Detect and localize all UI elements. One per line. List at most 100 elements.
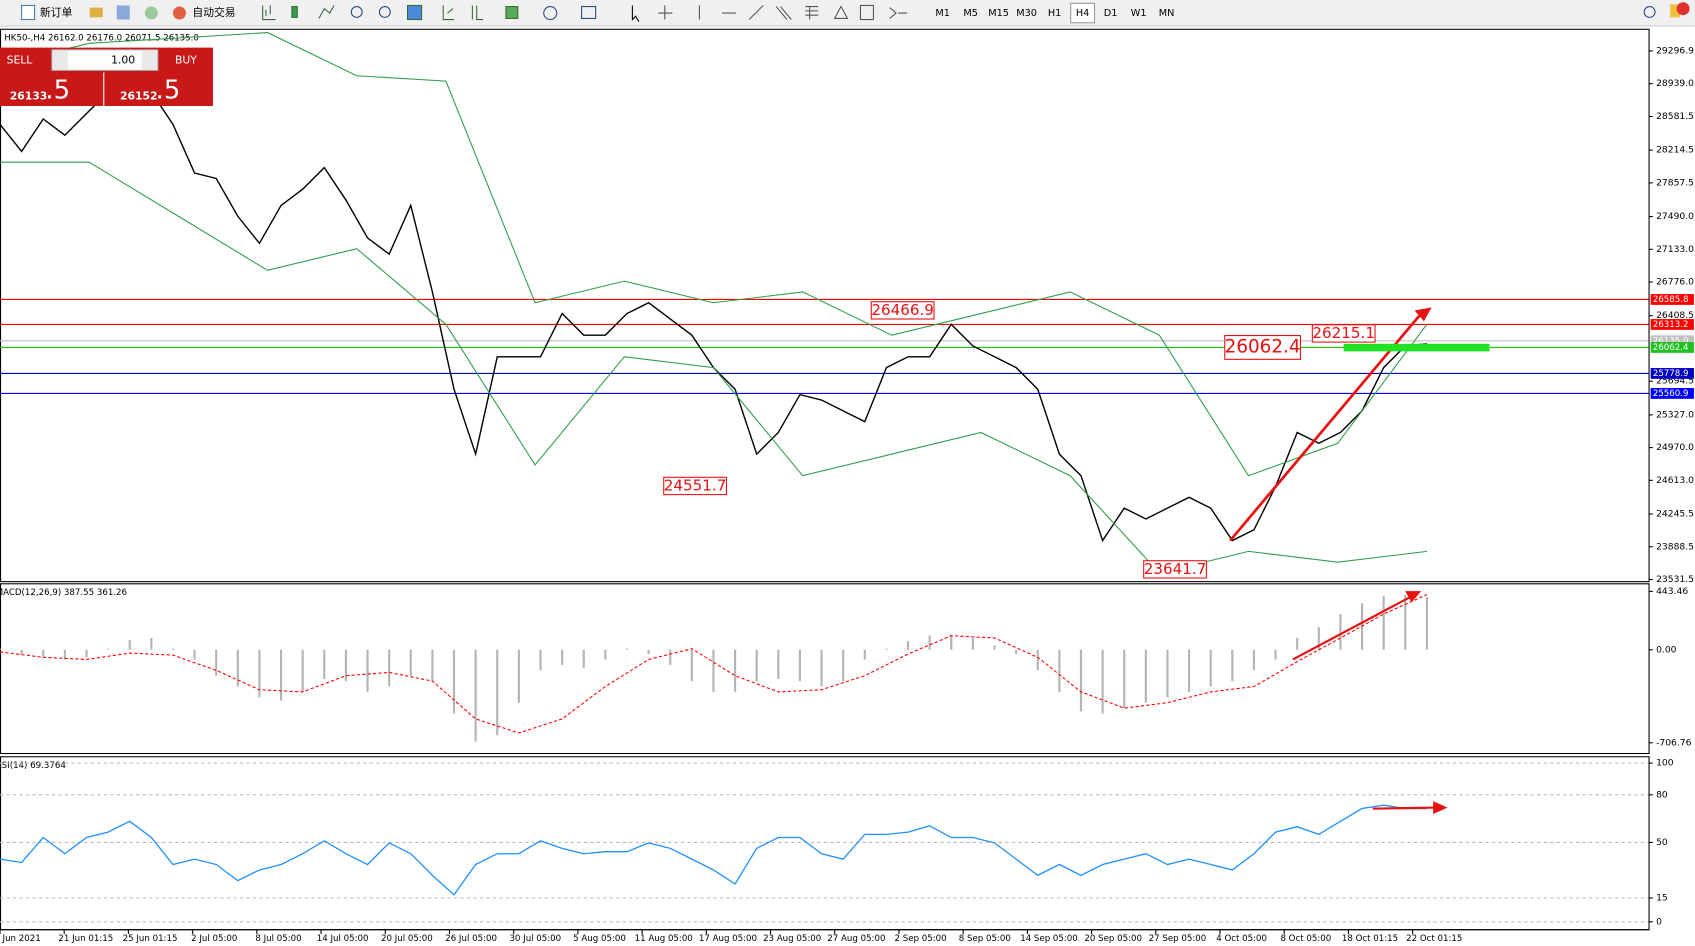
ask-price[interactable]: 26152 (120, 89, 158, 102)
trend-arrows (1229, 307, 1448, 814)
one-click-trading-panel: SELL BUY 1.00 26133 .5 26152 .5 (0, 47, 213, 107)
time-label: 18 Oct 01:15 (1342, 934, 1398, 944)
templates-tool[interactable] (581, 6, 597, 19)
zoom-out-tool[interactable] (378, 6, 391, 18)
price-annotation: 26215.1 (1312, 324, 1375, 342)
y-tick-label: 23888.5 (1656, 541, 1694, 552)
price-annotation: 23641.7 (1144, 560, 1207, 578)
y-tick-label: 80 (1656, 789, 1668, 800)
period-button[interactable]: W1 (1131, 8, 1147, 19)
level-tag (1650, 388, 1694, 399)
y-tick-label: 24613.0 (1656, 475, 1694, 486)
level-tag (1650, 294, 1694, 305)
new-order-icon[interactable] (21, 4, 36, 21)
volume-down[interactable] (52, 50, 69, 70)
indicators-tool[interactable] (505, 6, 519, 19)
y-tick-label: 27490.0 (1656, 211, 1694, 222)
time-label: 30 Jul 05:00 (509, 934, 561, 944)
period-button[interactable]: M15 (988, 8, 1009, 19)
period-button[interactable]: M5 (963, 8, 978, 19)
indicator-title: HK50-,H4 26162.0 26176.0 26071.5 26135.0 (4, 33, 199, 43)
level-label: 26313.2 (1653, 320, 1689, 330)
volume-up[interactable] (141, 50, 157, 70)
new-order-button[interactable]: 新订单 (40, 5, 73, 19)
label-tool[interactable] (859, 4, 874, 21)
y-tick-label: 0.00 (1656, 644, 1677, 655)
period-button[interactable]: D1 (1104, 8, 1118, 19)
line-chart-tool[interactable] (318, 5, 335, 19)
panel-frame (0, 583, 1650, 755)
crosshair-tool[interactable] (658, 5, 673, 20)
y-tick-label: 100 (1656, 758, 1674, 769)
text-tool[interactable] (833, 5, 849, 19)
price-axis: 443.46 0.00 -706.76 (1648, 586, 1692, 748)
level-tag (1650, 319, 1694, 330)
arrows-tool[interactable] (889, 7, 907, 19)
period-button[interactable]: H1 (1048, 8, 1062, 19)
y-tick-label: 15 (1656, 892, 1668, 903)
search-icon[interactable] (1643, 6, 1656, 18)
y-tick-label: 26776.0 (1656, 277, 1694, 288)
price-axis: 29296.9 28939.0 28581.5 28214.5 27857.5 27490… (1648, 45, 1694, 585)
bid-price-pips[interactable]: .5 (45, 75, 70, 105)
time-label: 27 Sep 05:00 (1149, 934, 1207, 944)
price-annotation-box (1311, 324, 1376, 343)
y-tick-label: 26408.5 (1656, 310, 1694, 321)
active-period (1070, 2, 1096, 24)
level-label: 25778.9 (1653, 369, 1689, 379)
trendline-tool[interactable] (748, 5, 764, 20)
y-tick-label: -706.76 (1656, 737, 1692, 748)
level-tag (1650, 368, 1694, 379)
price-annotation-box (1143, 560, 1207, 579)
scroll-tool[interactable] (442, 5, 455, 21)
y-tick-label: 0 (1656, 916, 1662, 927)
signal-line (0, 594, 1428, 734)
sell-button[interactable]: SELL (7, 54, 33, 67)
period-button[interactable]: M30 (1016, 8, 1037, 19)
y-tick-label: 27133.0 (1656, 244, 1694, 255)
time-label: 11 Aug 05:00 (635, 934, 693, 944)
time-label: 8 Sep 05:00 (959, 934, 1011, 944)
notification-icon[interactable] (1670, 4, 1680, 18)
y-tick-label: 27857.5 (1656, 177, 1694, 188)
toolbar-icon[interactable] (144, 6, 158, 20)
notification-badge[interactable] (1676, 2, 1690, 16)
y-tick-label: 50 (1656, 837, 1668, 848)
tile-tool[interactable] (406, 4, 423, 21)
fibo-tool[interactable] (805, 6, 819, 20)
period-button[interactable]: MN (1159, 8, 1175, 19)
bid-price[interactable]: 26133 (10, 89, 48, 102)
zoom-in-tool[interactable] (350, 6, 363, 18)
candle-tool[interactable] (291, 6, 298, 18)
auto-trading-icon[interactable] (172, 6, 186, 20)
volume-box[interactable] (51, 49, 159, 71)
time-label: 2 Sep 05:00 (895, 934, 947, 944)
periods-tool[interactable] (543, 6, 558, 21)
toolbar-bg (0, 0, 1695, 27)
y-tick-label: 25327.0 (1656, 409, 1694, 420)
rsi-arrow (1372, 806, 1436, 810)
cursor-tool[interactable] (631, 5, 640, 22)
period-button[interactable]: H4 (1076, 8, 1090, 19)
period-bar: M1 M5 M15 M30 H1 H4 D1 W1 MN (935, 2, 1175, 24)
level-label: 26585.8 (1653, 295, 1689, 305)
period-button[interactable]: M1 (935, 8, 950, 19)
time-label: Jun 2021 (2, 934, 41, 944)
ask-price-pips[interactable]: .5 (156, 75, 181, 105)
time-label: 14 Jul 05:00 (317, 934, 369, 944)
y-tick-label: 29296.9 (1656, 45, 1694, 56)
toolbar-icon[interactable] (89, 7, 103, 18)
arrow-head (1433, 801, 1448, 814)
auto-trading-button[interactable]: 自动交易 (192, 5, 235, 19)
channel-tool[interactable] (775, 6, 792, 20)
buy-button[interactable]: BUY (175, 54, 197, 67)
toolbar-icon[interactable] (116, 5, 130, 20)
time-label: 23 Aug 05:00 (763, 934, 821, 944)
rsi-line (0, 804, 1427, 896)
arrow-head (1405, 591, 1422, 603)
shift-tool[interactable] (471, 5, 484, 21)
bar-chart-tool[interactable] (262, 5, 276, 21)
volume-value[interactable]: 1.00 (111, 54, 135, 67)
